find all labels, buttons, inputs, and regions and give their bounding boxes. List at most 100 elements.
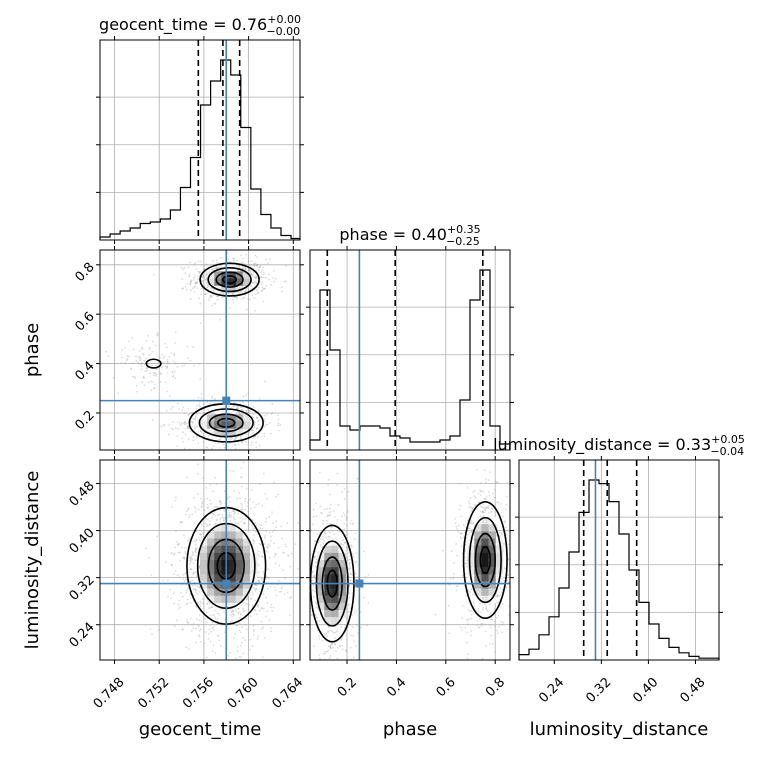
scatter-point bbox=[494, 651, 497, 654]
scatter-point bbox=[497, 632, 499, 635]
scatter-point bbox=[354, 572, 357, 575]
scatter-point bbox=[231, 610, 234, 613]
scatter-point bbox=[255, 277, 257, 280]
scatter-point bbox=[236, 624, 238, 627]
scatter-point bbox=[336, 484, 339, 486]
scatter-point bbox=[199, 429, 202, 432]
scatter-point bbox=[469, 591, 471, 594]
scatter-point bbox=[211, 621, 214, 624]
scatter-point bbox=[262, 570, 265, 573]
scatter-point bbox=[346, 546, 348, 549]
density-cell bbox=[242, 567, 251, 575]
density-cell bbox=[221, 567, 229, 575]
density-cell bbox=[338, 610, 347, 618]
scatter-point bbox=[178, 408, 181, 411]
scatter-point bbox=[234, 522, 237, 524]
scatter-point bbox=[272, 270, 275, 272]
scatter-point bbox=[252, 416, 255, 419]
scatter-point bbox=[192, 435, 195, 438]
scatter-point bbox=[343, 528, 346, 531]
scatter-point bbox=[328, 626, 330, 628]
scatter-point bbox=[237, 443, 240, 446]
scatter-point bbox=[307, 542, 309, 544]
scatter-point bbox=[345, 530, 348, 533]
scatter-point bbox=[252, 633, 255, 636]
scatter-point bbox=[262, 626, 265, 629]
scatter-point bbox=[135, 384, 138, 387]
density-cell bbox=[474, 524, 482, 532]
scatter-point bbox=[209, 499, 212, 502]
scatter-point bbox=[266, 601, 269, 604]
scatter-point bbox=[233, 614, 235, 617]
scatter-point bbox=[265, 549, 268, 552]
scatter-point bbox=[234, 438, 237, 441]
density-cell bbox=[331, 595, 339, 604]
scatter-point bbox=[184, 546, 187, 549]
scatter-point bbox=[263, 432, 266, 435]
scatter-point bbox=[244, 517, 247, 520]
scatter-point bbox=[126, 357, 129, 360]
hist-bin-geocent_time bbox=[130, 228, 140, 240]
scatter-point bbox=[176, 365, 179, 368]
scatter-point bbox=[314, 550, 317, 553]
scatter-point bbox=[234, 444, 236, 446]
scatter-point bbox=[143, 384, 146, 387]
scatter-point bbox=[484, 497, 486, 500]
scatter-point bbox=[505, 586, 507, 589]
scatter-point bbox=[234, 632, 237, 635]
scatter-point bbox=[260, 577, 263, 580]
density-cell bbox=[200, 421, 208, 429]
scatter-point bbox=[184, 433, 187, 436]
scatter-point bbox=[121, 356, 123, 359]
scatter-point bbox=[263, 543, 266, 545]
scatter-point bbox=[227, 258, 229, 260]
density-cell bbox=[324, 552, 332, 561]
scatter-point bbox=[219, 318, 221, 321]
scatter-point bbox=[501, 532, 503, 535]
scatter-point bbox=[329, 503, 332, 506]
scatter-point bbox=[151, 350, 154, 353]
scatter-point bbox=[243, 521, 246, 524]
scatter-point bbox=[199, 601, 202, 603]
scatter-point bbox=[351, 523, 354, 526]
scatter-point bbox=[252, 436, 255, 439]
scatter-point bbox=[316, 484, 318, 486]
scatter-point bbox=[496, 593, 498, 596]
scatter-point bbox=[318, 654, 321, 656]
scatter-point bbox=[251, 525, 253, 527]
scatter-point bbox=[182, 268, 185, 271]
scatter-point bbox=[329, 510, 332, 513]
scatter-point bbox=[193, 522, 196, 524]
scatter-point bbox=[248, 648, 251, 651]
scatter-point bbox=[178, 542, 180, 545]
x-tick-label-phase: 0.2 bbox=[335, 675, 360, 700]
scatter-point bbox=[137, 356, 139, 359]
scatter-point bbox=[132, 376, 134, 378]
scatter-point bbox=[273, 586, 276, 589]
scatter-point bbox=[247, 499, 250, 502]
scatter-point bbox=[166, 361, 169, 363]
scatter-point bbox=[342, 512, 345, 514]
scatter-point bbox=[346, 532, 349, 535]
scatter-point bbox=[182, 534, 185, 537]
density-cell bbox=[200, 581, 208, 589]
scatter-point bbox=[348, 585, 351, 588]
scatter-point bbox=[244, 500, 247, 503]
hist-bin-geocent_time bbox=[140, 224, 150, 241]
pair-geocent_time-phase-frame bbox=[99, 249, 301, 451]
scatter-point bbox=[227, 516, 230, 519]
scatter-point bbox=[195, 571, 198, 574]
scatter-point bbox=[189, 412, 192, 415]
scatter-point bbox=[314, 577, 317, 580]
scatter-point bbox=[173, 625, 176, 628]
density-cell bbox=[324, 545, 332, 554]
scatter-point bbox=[198, 538, 201, 541]
scatter-point bbox=[267, 576, 270, 579]
scatter-point bbox=[478, 618, 481, 620]
scatter-point bbox=[499, 587, 502, 590]
scatter-point bbox=[239, 614, 242, 616]
hist-bin-phase bbox=[370, 426, 380, 450]
scatter-point bbox=[479, 494, 482, 497]
scatter-point bbox=[356, 623, 358, 626]
hist-bin-phase bbox=[410, 442, 420, 450]
